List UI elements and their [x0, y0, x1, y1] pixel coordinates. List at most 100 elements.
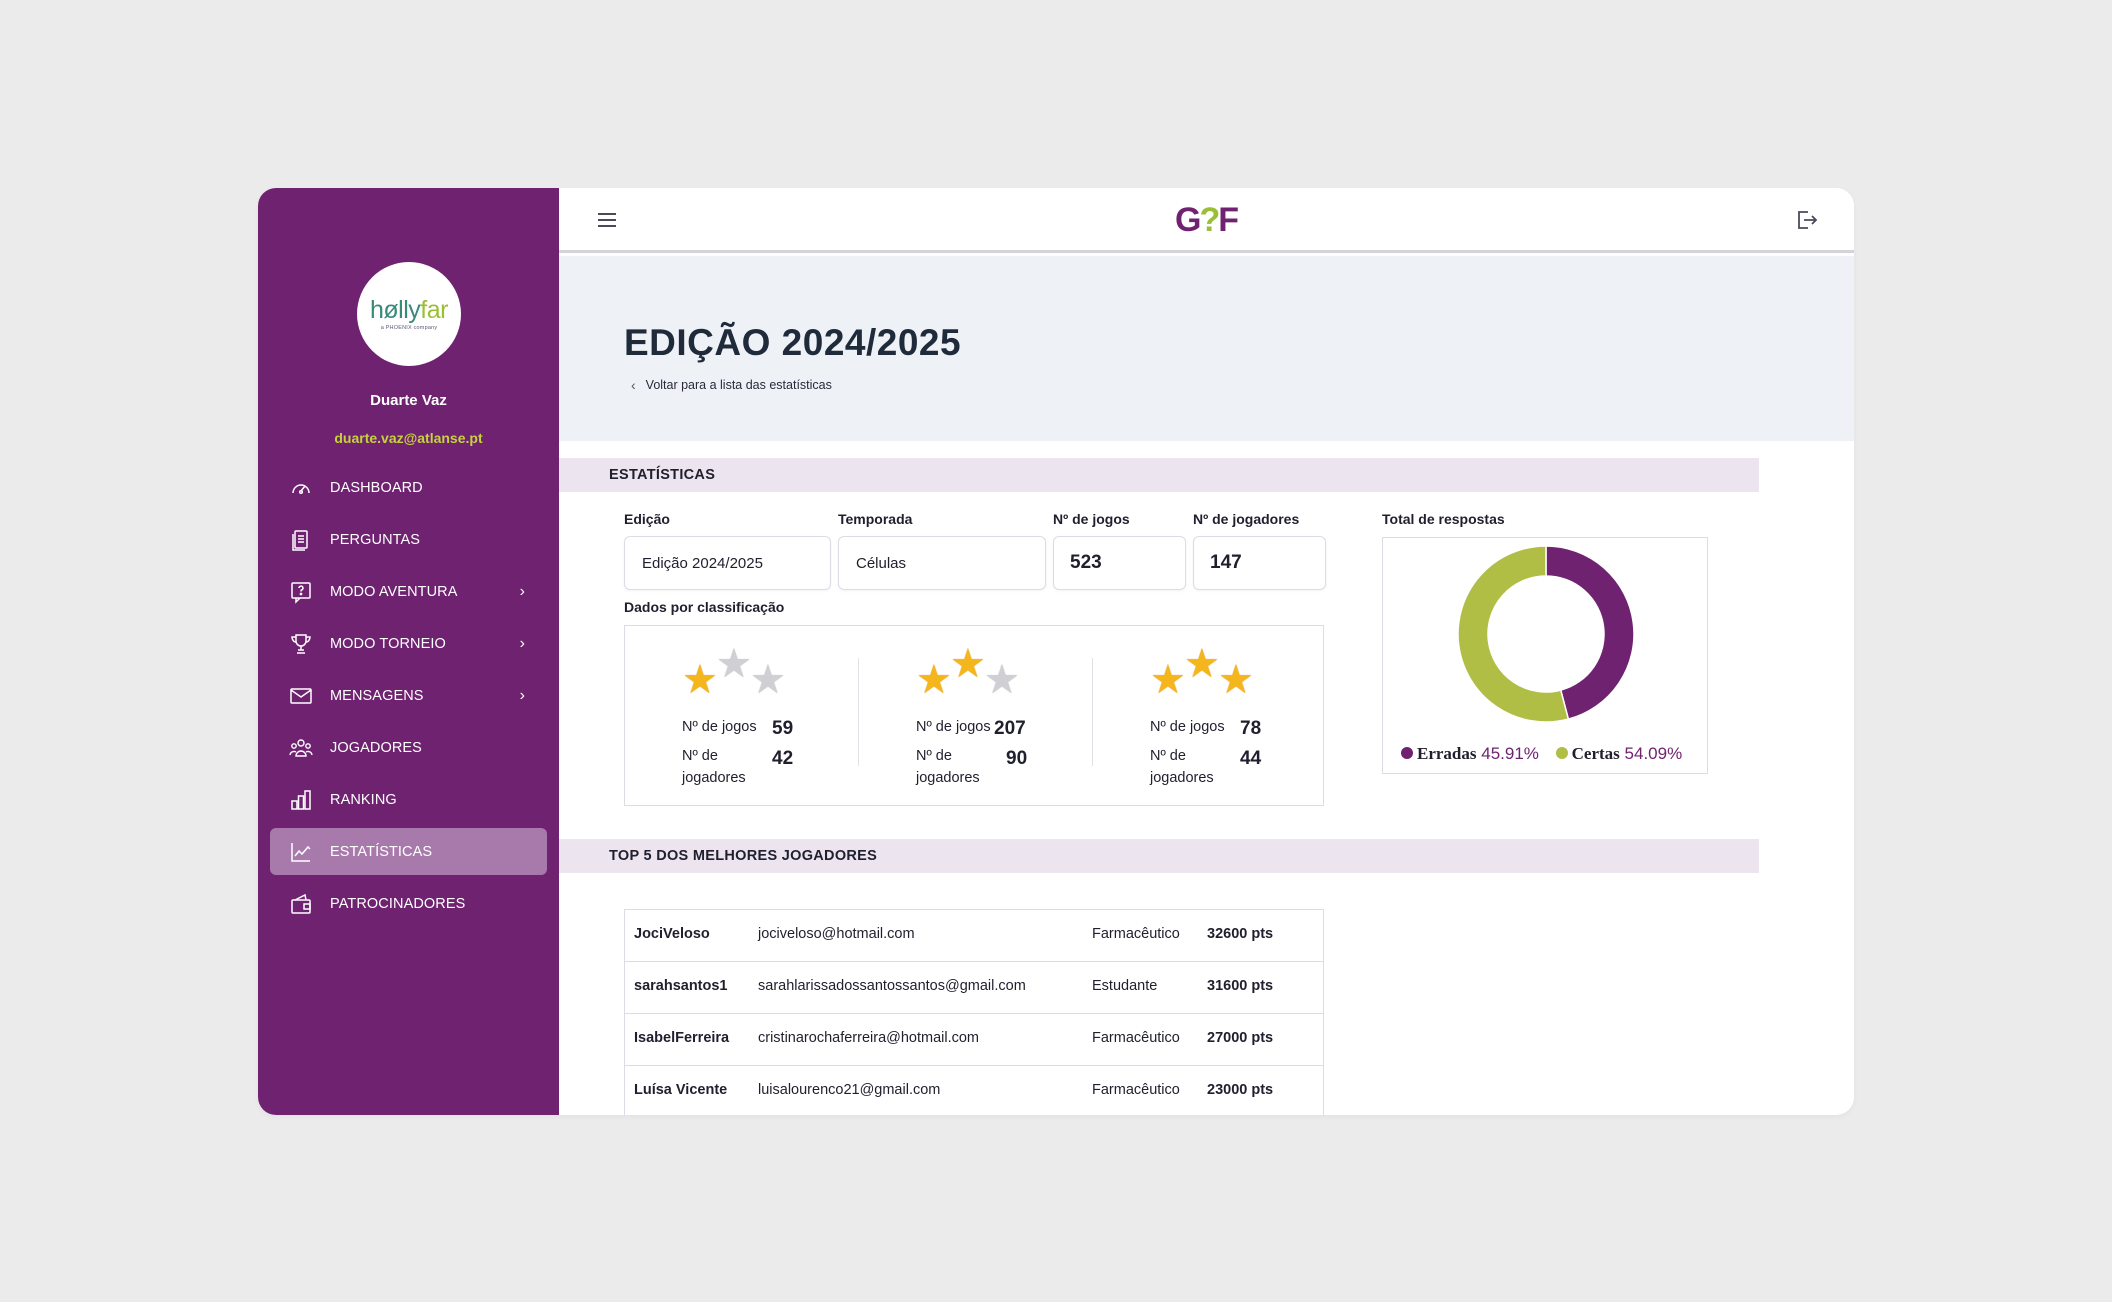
- sidebar-item-patrocinadores[interactable]: PATROCINADORES: [270, 880, 547, 927]
- sidebar-nav: DASHBOARD PERGUNTAS MODO AVENTURA › MODO…: [270, 464, 547, 932]
- star-filled-icon: ★: [1150, 658, 1186, 702]
- classification-panel: ★ ★ ★ Nº de jogos 59 Nº de jogadores 42 ★…: [624, 625, 1324, 806]
- players-row-label: Nº de jogadores: [682, 748, 746, 786]
- sidebar-item-label: MODO AVENTURA: [330, 583, 458, 600]
- games-value: 78: [1240, 718, 1262, 739]
- star-rating: ★ ★ ★: [916, 644, 1036, 702]
- player-role: Estudante: [1092, 978, 1158, 994]
- section-title: ESTATÍSTICAS: [609, 467, 716, 483]
- user-name: Duarte Vaz: [370, 392, 447, 409]
- question-bubble-icon: [288, 579, 314, 605]
- company-logo-subtitle: a PHOENIX company: [380, 324, 438, 331]
- star-filled-icon: ★: [1184, 642, 1220, 686]
- table-row[interactable]: sarahsantos1 sarahlarissadossantossantos…: [625, 962, 1323, 1014]
- sidebar: høllyfar a PHOENIX company Duarte Vaz du…: [258, 188, 559, 1115]
- app-window: høllyfar a PHOENIX company Duarte Vaz du…: [258, 188, 1854, 1115]
- games-row-label: Nº de jogos: [1150, 719, 1225, 735]
- sidebar-item-label: MODO TORNEIO: [330, 635, 446, 652]
- sidebar-item-label: PERGUNTAS: [330, 531, 421, 548]
- season-label: Temporada: [838, 511, 913, 527]
- answers-total-label: Total de respostas: [1382, 511, 1505, 527]
- games-row-label: Nº de jogos: [916, 719, 991, 735]
- donut-slice-certas[interactable]: [1457, 545, 1570, 723]
- sidebar-item-modo-torneio[interactable]: MODO TORNEIO ›: [270, 620, 547, 667]
- user-email: duarte.vaz@atlanse.pt: [334, 430, 483, 446]
- sidebar-item-label: PATROCINADORES: [330, 895, 466, 912]
- app-logo[interactable]: G?F: [1175, 201, 1239, 239]
- star-filled-icon: ★: [916, 658, 952, 702]
- section-title: TOP 5 DOS MELHORES JOGADORES: [609, 848, 878, 864]
- sidebar-item-label: RANKING: [330, 791, 397, 808]
- legend-dot-erradas: [1401, 747, 1413, 759]
- classification-3-star: ★ ★ ★ Nº de jogos 78 Nº de jogadores 44: [1150, 644, 1350, 788]
- donut-svg: [1457, 545, 1635, 723]
- games-row-label: Nº de jogos: [682, 719, 757, 735]
- sidebar-item-label: JOGADORES: [330, 739, 422, 756]
- sidebar-item-mensagens[interactable]: MENSAGENS ›: [270, 672, 547, 719]
- player-points: 23000 pts: [1207, 1082, 1274, 1098]
- sidebar-item-modo-aventura[interactable]: MODO AVENTURA ›: [270, 568, 547, 615]
- divider: [1092, 658, 1093, 766]
- bar-chart-icon: [288, 787, 314, 813]
- document-icon: [288, 527, 314, 553]
- edition-label: Edição: [624, 511, 670, 527]
- player-points: 27000 pts: [1207, 1030, 1274, 1046]
- legend-value-certas: 54.09%: [1624, 744, 1683, 763]
- player-email: sarahlarissadossantossantos@gmail.com: [758, 978, 1026, 994]
- sidebar-item-jogadores[interactable]: JOGADORES: [270, 724, 547, 771]
- player-email: jociveloso@hotmail.com: [758, 926, 915, 942]
- games-count-field: 523: [1053, 536, 1186, 590]
- table-row[interactable]: JociVeloso jociveloso@hotmail.com Farmac…: [625, 910, 1323, 962]
- star-empty-icon: ★: [984, 658, 1020, 702]
- players-value: 42: [772, 748, 794, 769]
- edition-field[interactable]: Edição 2024/2025: [624, 536, 831, 590]
- chart-legend: Erradas 45.91% Certas 54.09%: [1401, 744, 1694, 764]
- games-value: 207: [994, 718, 1026, 739]
- users-icon: [288, 735, 314, 761]
- top-players-table: JociVeloso jociveloso@hotmail.com Farmac…: [624, 909, 1324, 1115]
- players-row-label: Nº de jogadores: [916, 748, 980, 786]
- section-bar-top5: TOP 5 DOS MELHORES JOGADORES: [559, 839, 1759, 873]
- table-row[interactable]: Luísa Vicente luisalourenco21@gmail.com …: [625, 1066, 1323, 1115]
- gauge-icon: [288, 475, 314, 501]
- legend-value-erradas: 45.91%: [1481, 744, 1539, 763]
- player-role: Farmacêutico: [1092, 1030, 1180, 1046]
- star-filled-icon: ★: [1218, 658, 1254, 702]
- sidebar-item-label: DASHBOARD: [330, 479, 423, 496]
- legend-label-certas: Certas: [1571, 744, 1620, 763]
- star-filled-icon: ★: [682, 658, 718, 702]
- back-link[interactable]: ‹ Voltar para a lista das estatísticas: [631, 377, 832, 393]
- table-row[interactable]: IsabelFerreira cristinarochaferreira@hot…: [625, 1014, 1323, 1066]
- sidebar-item-estatisticas[interactable]: ESTATÍSTICAS: [270, 828, 547, 875]
- line-chart-icon: [288, 839, 314, 865]
- player-role: Farmacêutico: [1092, 1082, 1180, 1098]
- chevron-right-icon: ›: [519, 583, 525, 600]
- players-value: 44: [1240, 748, 1262, 769]
- avatar: høllyfar a PHOENIX company: [357, 262, 461, 366]
- donut-slice-erradas[interactable]: [1545, 545, 1635, 721]
- sidebar-item-label: ESTATÍSTICAS: [330, 843, 433, 860]
- classification-2-star: ★ ★ ★ Nº de jogos 207 Nº de jogadores 90: [916, 644, 1116, 788]
- star-rating: ★ ★ ★: [1150, 644, 1270, 702]
- star-empty-icon: ★: [716, 642, 752, 686]
- chevron-right-icon: ›: [519, 635, 525, 652]
- sidebar-item-perguntas[interactable]: PERGUNTAS: [270, 516, 547, 563]
- divider: [858, 658, 859, 766]
- season-field[interactable]: Células: [838, 536, 1046, 590]
- classification-1-star: ★ ★ ★ Nº de jogos 59 Nº de jogadores 42: [682, 644, 882, 788]
- star-filled-icon: ★: [950, 642, 986, 686]
- mail-icon: [288, 683, 314, 709]
- trophy-icon: [288, 631, 314, 657]
- company-logo: høllyfar: [370, 295, 448, 324]
- hamburger-menu-icon[interactable]: [597, 210, 617, 230]
- top-bar: G?F: [559, 188, 1854, 253]
- players-count-label: Nº de jogadores: [1193, 511, 1300, 527]
- player-points: 32600 pts: [1207, 926, 1274, 942]
- player-email: luisalourenco21@gmail.com: [758, 1082, 941, 1098]
- games-value: 59: [772, 718, 794, 739]
- logout-icon[interactable]: [1794, 208, 1818, 232]
- sidebar-item-dashboard[interactable]: DASHBOARD: [270, 464, 547, 511]
- player-role: Farmacêutico: [1092, 926, 1180, 942]
- player-email: cristinarochaferreira@hotmail.com: [758, 1030, 980, 1046]
- sidebar-item-ranking[interactable]: RANKING: [270, 776, 547, 823]
